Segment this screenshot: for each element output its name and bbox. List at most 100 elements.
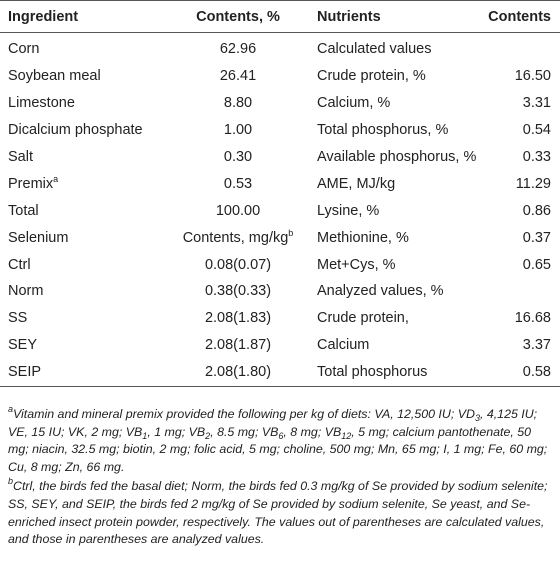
table-cell: 0.08(0.07)	[168, 251, 308, 278]
table-cell: Total	[0, 197, 168, 224]
table-cell: Analyzed values, %	[308, 278, 477, 305]
cell-text: Limestone	[8, 95, 75, 112]
table-row: Ctrl 0.08(0.07) Met+Cys, % 0.65	[0, 251, 560, 278]
table-cell: 0.65	[477, 251, 560, 278]
table-cell: Dicalcium phosphate	[0, 117, 168, 144]
table-cell: SEY	[0, 332, 168, 359]
table-cell: SS	[0, 305, 168, 332]
subscript: 3	[474, 413, 480, 423]
cell-text: Total	[8, 202, 39, 219]
cell-text: Soybean meal	[8, 68, 101, 85]
table-cell: Soybean meal	[0, 63, 168, 90]
subscript: 1	[142, 430, 148, 441]
table-cell	[477, 33, 560, 63]
footnote-marker: b	[288, 227, 294, 238]
cell-text: 0.30	[223, 149, 253, 165]
cell-text: Corn	[8, 41, 40, 58]
table-cell: Salt	[0, 144, 168, 171]
table-cell	[477, 278, 560, 305]
table-cell: 11.29	[477, 170, 560, 197]
table-cell: Lysine, %	[308, 197, 477, 224]
footnote: bCtrl, the birds fed the basal diet; Nor…	[8, 476, 554, 548]
cell-text: 11.29	[515, 175, 551, 192]
cell-text: 0.65	[522, 256, 551, 273]
footnote-text: , 4,125 IU; VE, 15 IU; VK, 2 mg; VB	[8, 407, 538, 439]
subscript: 2	[205, 430, 211, 441]
table-cell: Met+Cys, %	[308, 251, 477, 278]
cell-text: 0.54	[522, 122, 551, 139]
subscript: 6	[278, 430, 284, 441]
cell-text: 0.33	[522, 149, 551, 165]
footnote-text: Ctrl, the birds fed the basal diet; Norm…	[8, 479, 548, 547]
cell-text: Analyzed values, %	[317, 283, 444, 300]
header-row: Ingredient Contents, % Nutrients Contents	[0, 0, 560, 33]
table-cell: 0.54	[477, 117, 560, 144]
footnotes: aVitamin and mineral premix provided the…	[8, 405, 554, 551]
table-row: SS 2.08(1.83) Crude protein, 16.68	[0, 305, 560, 332]
subscript: 12	[341, 430, 352, 441]
cell-text: Selenium	[8, 229, 69, 246]
table-cell: Corn	[0, 33, 168, 63]
cell-text: 1.00	[223, 122, 253, 139]
table-cell: 2.08(1.80)	[168, 359, 308, 386]
cell-text: 8.80	[223, 95, 253, 112]
table-cell: SEIP	[0, 359, 168, 386]
table-cell: Contents, mg/kgb	[168, 224, 308, 251]
cell-text: 16.50	[514, 68, 551, 85]
table-cell: Norm	[0, 278, 168, 305]
cell-text: SEY	[8, 337, 38, 354]
table-cell: Total phosphorus	[308, 359, 477, 386]
table-cell: 0.33	[477, 144, 560, 171]
cell-text: Calcium	[317, 337, 370, 354]
cell-text: 3.31	[522, 95, 551, 112]
cell-text: AME, MJ/kg	[317, 175, 396, 192]
table-cell: 16.50	[477, 63, 560, 90]
cell-text: SEIP	[8, 364, 42, 381]
footnote: aVitamin and mineral premix provided the…	[8, 405, 554, 476]
footnote-marker: b	[8, 476, 14, 487]
table-cell: 3.37	[477, 332, 560, 359]
table-row: Corn 62.96 Calculated values	[0, 33, 560, 63]
table-cell: 1.00	[168, 117, 308, 144]
table-cell: 3.31	[477, 90, 560, 117]
table-cell: 0.37	[477, 224, 560, 251]
cell-text: Crude protein, %	[317, 68, 426, 85]
header-cell: Contents	[488, 8, 551, 25]
table-row: Selenium Contents, mg/kgb Methionine, % 0.3…	[0, 224, 560, 251]
footnote-marker: a	[53, 173, 59, 184]
table-row: Limestone 8.80 Calcium, % 3.31	[0, 90, 560, 117]
table-cell: Selenium	[0, 224, 168, 251]
table-cell: 100.00	[168, 197, 308, 224]
table-body: Corn 62.96 Calculated values Soybean meal 26…	[0, 33, 560, 387]
cell-text: Total phosphorus, %	[317, 122, 449, 139]
cell-text: Methionine, %	[317, 229, 409, 246]
cell-text: 2.08(1.80)	[204, 364, 272, 381]
cell-text: Available phosphorus, %	[317, 149, 477, 165]
table: Ingredient Contents, % Nutrients Contents C…	[0, 0, 560, 387]
cell-text: 3.37	[522, 337, 551, 354]
cell-text: 2.08(1.87)	[204, 337, 272, 354]
table-row: SEY 2.08(1.87) Calcium 3.37	[0, 332, 560, 359]
table-cell: 26.41	[168, 63, 308, 90]
cell-text: 0.53	[223, 175, 253, 192]
table-cell: Total phosphorus, %	[308, 117, 477, 144]
cell-text: 100.00	[215, 202, 261, 219]
cell-text: Ctrl	[8, 256, 31, 273]
table-cell: 0.30	[168, 144, 308, 171]
table-cell: Calcium	[308, 332, 477, 359]
footnote-text: , 5 mg; calcium pantothenate, 50 mg; nia…	[8, 424, 548, 474]
footnote-text: Vitamin and mineral premix provided the …	[13, 407, 475, 421]
table-cell: 2.08(1.87)	[168, 332, 308, 359]
cell-text: 0.58	[522, 364, 551, 381]
cell-text: Norm	[8, 283, 44, 300]
cell-text: SS	[8, 310, 28, 327]
table-cell: 0.38(0.33)	[168, 278, 308, 305]
header-cell: Ingredient	[8, 8, 79, 25]
table-cell: Calculated values	[308, 33, 477, 63]
cell-text: Premix	[8, 175, 54, 192]
header-cell: Nutrients	[317, 8, 381, 25]
cell-text: 0.37	[522, 229, 551, 246]
cell-text: 62.96	[219, 41, 257, 58]
table-row: Dicalcium phosphate 1.00 Total phosphorus,…	[0, 117, 560, 144]
cell-text: Total phosphorus	[317, 364, 428, 381]
